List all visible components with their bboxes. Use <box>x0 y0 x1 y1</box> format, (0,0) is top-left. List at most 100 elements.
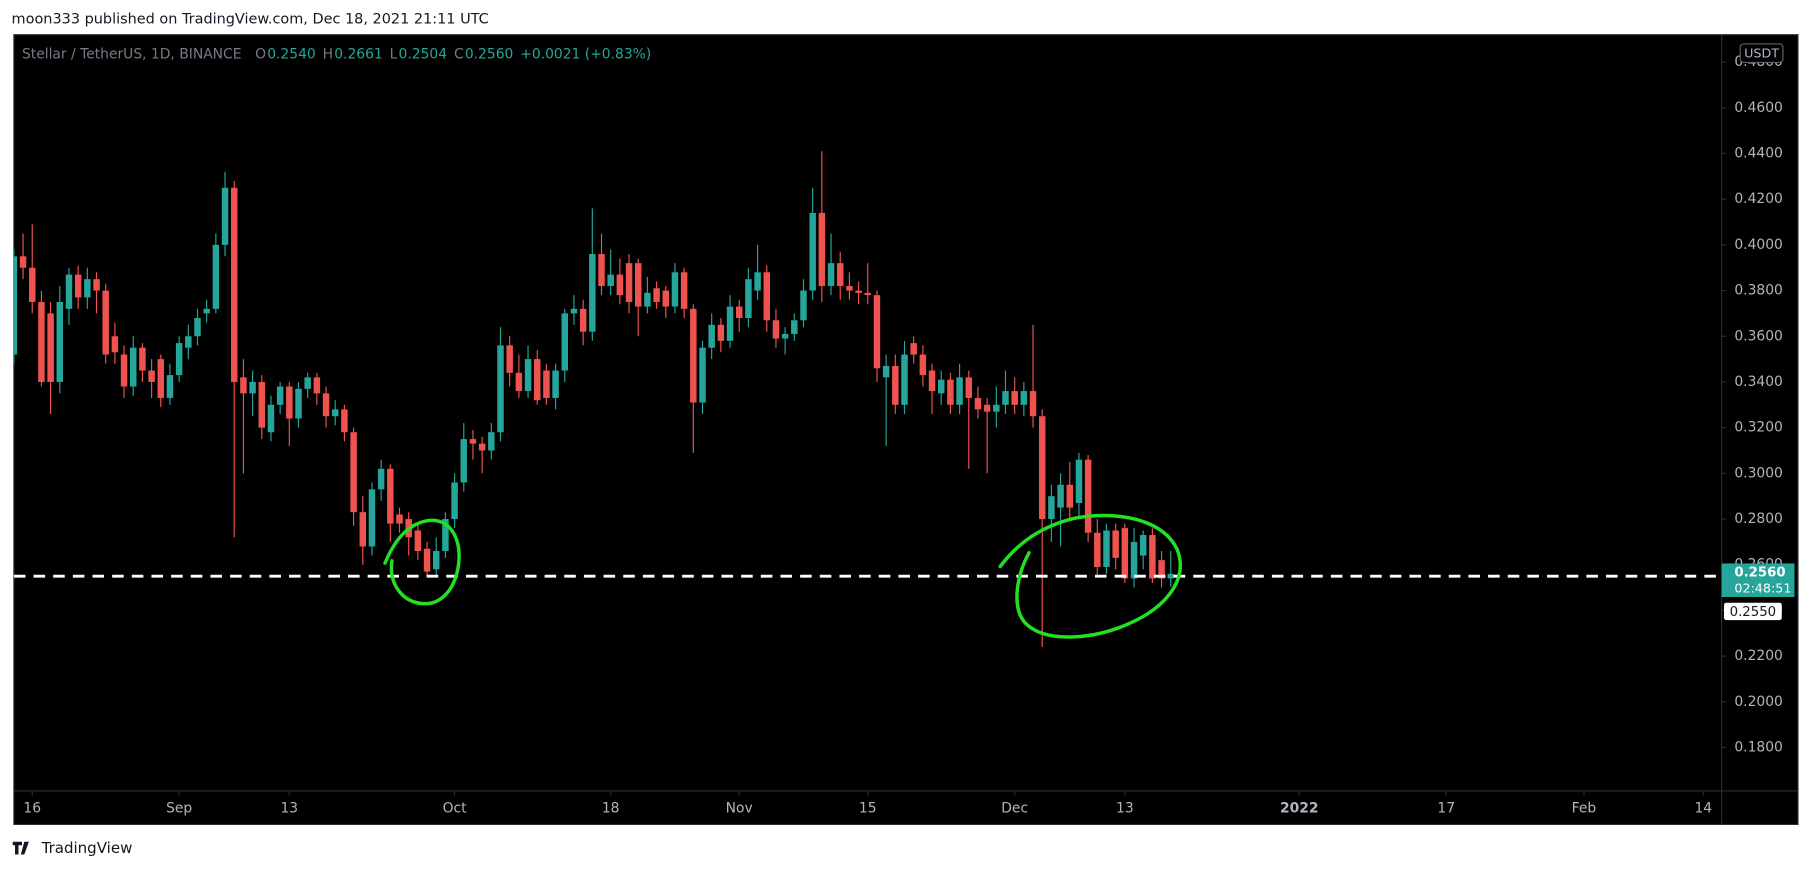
footer-brand: TradingView <box>41 839 133 857</box>
candle-body <box>129 347 137 387</box>
candle-body <box>497 345 504 433</box>
candle-body <box>387 468 394 524</box>
candle-body <box>185 336 192 348</box>
footer-logo <box>12 841 29 855</box>
candle-body <box>754 272 761 291</box>
candle-body <box>965 377 973 398</box>
x-tick-label: Oct <box>443 800 468 816</box>
candle-body <box>166 375 174 398</box>
y-tick-label: 0.1800 <box>1734 740 1782 756</box>
candle-body <box>956 377 963 405</box>
candle-body <box>1066 484 1073 508</box>
y-tick-label: 0.4200 <box>1734 191 1782 207</box>
candle-body <box>552 370 559 398</box>
candle-body <box>423 548 431 572</box>
candle-body <box>543 370 550 398</box>
candle-body <box>928 370 936 392</box>
candle-body <box>240 377 247 394</box>
candle-body <box>1048 496 1055 520</box>
currency-badge <box>1739 43 1784 64</box>
candle-body <box>460 439 468 483</box>
candle-body <box>1121 528 1129 579</box>
candle-body <box>855 290 862 293</box>
candle-body <box>469 439 477 444</box>
legend-key: C <box>454 46 464 62</box>
x-tick-label: 2022 <box>1280 800 1319 816</box>
legend-key: L <box>390 46 398 62</box>
candle-body <box>29 267 36 302</box>
candle-body <box>230 187 238 382</box>
legend-key: O <box>255 46 266 62</box>
legend-value: 0.2661 <box>334 46 382 62</box>
candle-body <box>827 263 835 287</box>
candle-body <box>258 381 266 428</box>
candle-body <box>680 272 688 309</box>
y-tick-label: 0.3200 <box>1734 420 1782 436</box>
candle-body <box>47 313 54 382</box>
candle-body <box>1020 391 1028 405</box>
candle-body <box>800 290 807 321</box>
candle-body <box>910 343 917 355</box>
candle-body <box>84 279 91 298</box>
candle-body <box>249 381 256 394</box>
candle-body <box>1167 573 1174 579</box>
candle-body <box>671 272 679 307</box>
candle-body <box>1130 541 1138 579</box>
candle-body <box>809 212 816 291</box>
candle-body <box>873 295 881 369</box>
candle-body <box>175 343 183 376</box>
candle-body <box>451 482 458 520</box>
candle-body <box>506 345 513 373</box>
annotation-circle <box>998 513 1182 639</box>
candle-body <box>947 379 954 405</box>
candle-body <box>625 263 633 302</box>
candle-body <box>634 263 642 307</box>
candle-body <box>276 386 284 405</box>
candle-body <box>19 256 27 268</box>
candle-body <box>745 279 752 318</box>
x-tick-label: 18 <box>602 800 620 816</box>
candle-body <box>653 288 660 302</box>
y-tick-label: 0.2000 <box>1734 694 1782 710</box>
x-tick-label: 16 <box>23 800 41 816</box>
candle-body <box>1149 535 1156 579</box>
candle-body <box>515 372 523 392</box>
candle-body <box>864 292 872 296</box>
candle-body <box>304 377 311 389</box>
x-tick-label: 17 <box>1437 800 1455 816</box>
candle-body <box>690 308 697 403</box>
candle-body <box>781 333 789 339</box>
x-tick-label: Nov <box>726 800 753 816</box>
annotation-circle <box>383 518 461 606</box>
legend-value: 0.2540 <box>267 46 315 62</box>
candle-body <box>368 489 376 547</box>
candle-body <box>102 290 109 355</box>
candle-body <box>524 359 532 392</box>
candle-body <box>120 354 128 387</box>
candle-body <box>699 347 706 403</box>
candle-body <box>13 256 18 355</box>
x-tick-label: 13 <box>281 800 299 816</box>
candle-body <box>396 514 403 524</box>
candle-body <box>1057 484 1064 508</box>
candle-body <box>212 244 220 309</box>
candle-body <box>919 354 927 376</box>
candle-body <box>772 320 780 339</box>
candle-body <box>717 324 725 341</box>
candle-body <box>295 388 302 419</box>
candle-body <box>93 279 100 291</box>
chart-background <box>13 34 1799 826</box>
candle-body <box>791 320 798 334</box>
candle-body <box>1011 391 1018 405</box>
candle-body <box>377 468 385 490</box>
candle-body <box>1002 391 1009 405</box>
line-price-tag <box>1723 602 1782 621</box>
candle-body <box>331 409 339 417</box>
legend-value: 0.2560 <box>465 46 513 62</box>
x-tick-label: 13 <box>1116 800 1134 816</box>
plot-area <box>13 151 1722 647</box>
candle-body <box>432 551 440 570</box>
x-tick-label: Sep <box>166 800 192 816</box>
candle-body <box>892 365 899 405</box>
